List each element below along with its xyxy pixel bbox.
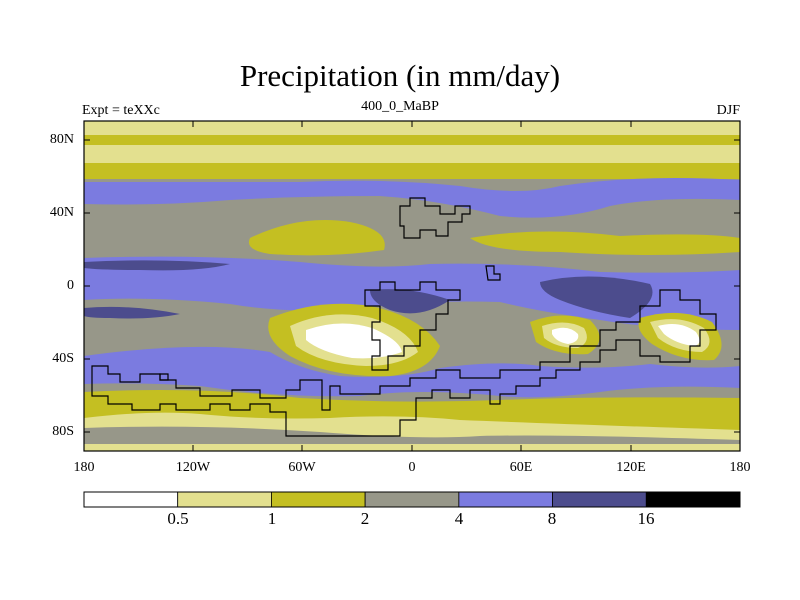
x-tick-label: 180	[729, 460, 751, 475]
x-tick-label: 120E	[616, 460, 646, 475]
nh-olive-patch-2	[470, 231, 740, 255]
colorbar-label: 2	[360, 509, 370, 528]
x-tick-marks	[192, 121, 632, 451]
map-title: Precipitation (in mm/day)	[239, 58, 561, 93]
x-tick-label: 0	[408, 460, 416, 475]
continent-equatorial	[364, 281, 461, 371]
island-west	[159, 373, 169, 381]
y-tick-label: 80S	[52, 424, 74, 439]
y-tick-label: 80N	[49, 132, 74, 147]
itcz-navy-atlantic	[370, 289, 450, 314]
experiment-label: Expt = teXXc	[82, 103, 160, 118]
colorbar-label: 4	[454, 509, 464, 528]
itcz-navy-west	[84, 260, 230, 271]
band-north-olive-2	[84, 163, 740, 179]
island-pacific	[485, 265, 501, 281]
x-tick-label: 60E	[509, 460, 533, 475]
x-tick-label: 180	[73, 460, 95, 475]
colorbar-cell	[177, 491, 272, 508]
sh-white-americas	[306, 323, 402, 359]
contour-field	[84, 121, 740, 451]
colorbar-cell	[552, 491, 647, 508]
nh-olive-patch-1	[248, 220, 385, 256]
band-north-pale-2	[84, 145, 740, 163]
x-tick-label: 60W	[288, 460, 316, 475]
y-tick-marks	[84, 139, 740, 433]
y-tick-label: 0	[67, 278, 74, 293]
colorbar-cell	[645, 491, 741, 508]
colorbar-frame	[83, 491, 741, 508]
colorbar-label: 0.5	[167, 509, 189, 528]
sh-white-australia	[658, 324, 700, 346]
sh-storm-track	[84, 346, 740, 398]
continent-southern	[91, 289, 717, 437]
coastlines	[91, 197, 717, 437]
colorbar-cell	[271, 491, 366, 508]
itcz-navy-east	[540, 276, 653, 318]
y-tick-label: 40N	[49, 205, 74, 220]
colorbar-cell	[83, 491, 179, 508]
x-tick-label: 120W	[175, 460, 211, 475]
sh-white-africa	[552, 327, 579, 344]
y-tick-label: 40S	[52, 351, 74, 366]
colorbar-label: 1	[267, 509, 277, 528]
time-label: 400_0_MaBP	[361, 99, 439, 114]
colorbar-label: 16	[637, 509, 655, 528]
season-label: DJF	[716, 103, 740, 118]
band-north-pale	[84, 121, 740, 135]
colorbar-label: 8	[547, 509, 557, 528]
continent-north	[399, 197, 471, 239]
colorbar-cell	[364, 491, 460, 508]
itcz-navy-pacific	[84, 306, 180, 319]
colorbar-cell	[458, 491, 553, 508]
band-north-olive	[84, 135, 740, 145]
